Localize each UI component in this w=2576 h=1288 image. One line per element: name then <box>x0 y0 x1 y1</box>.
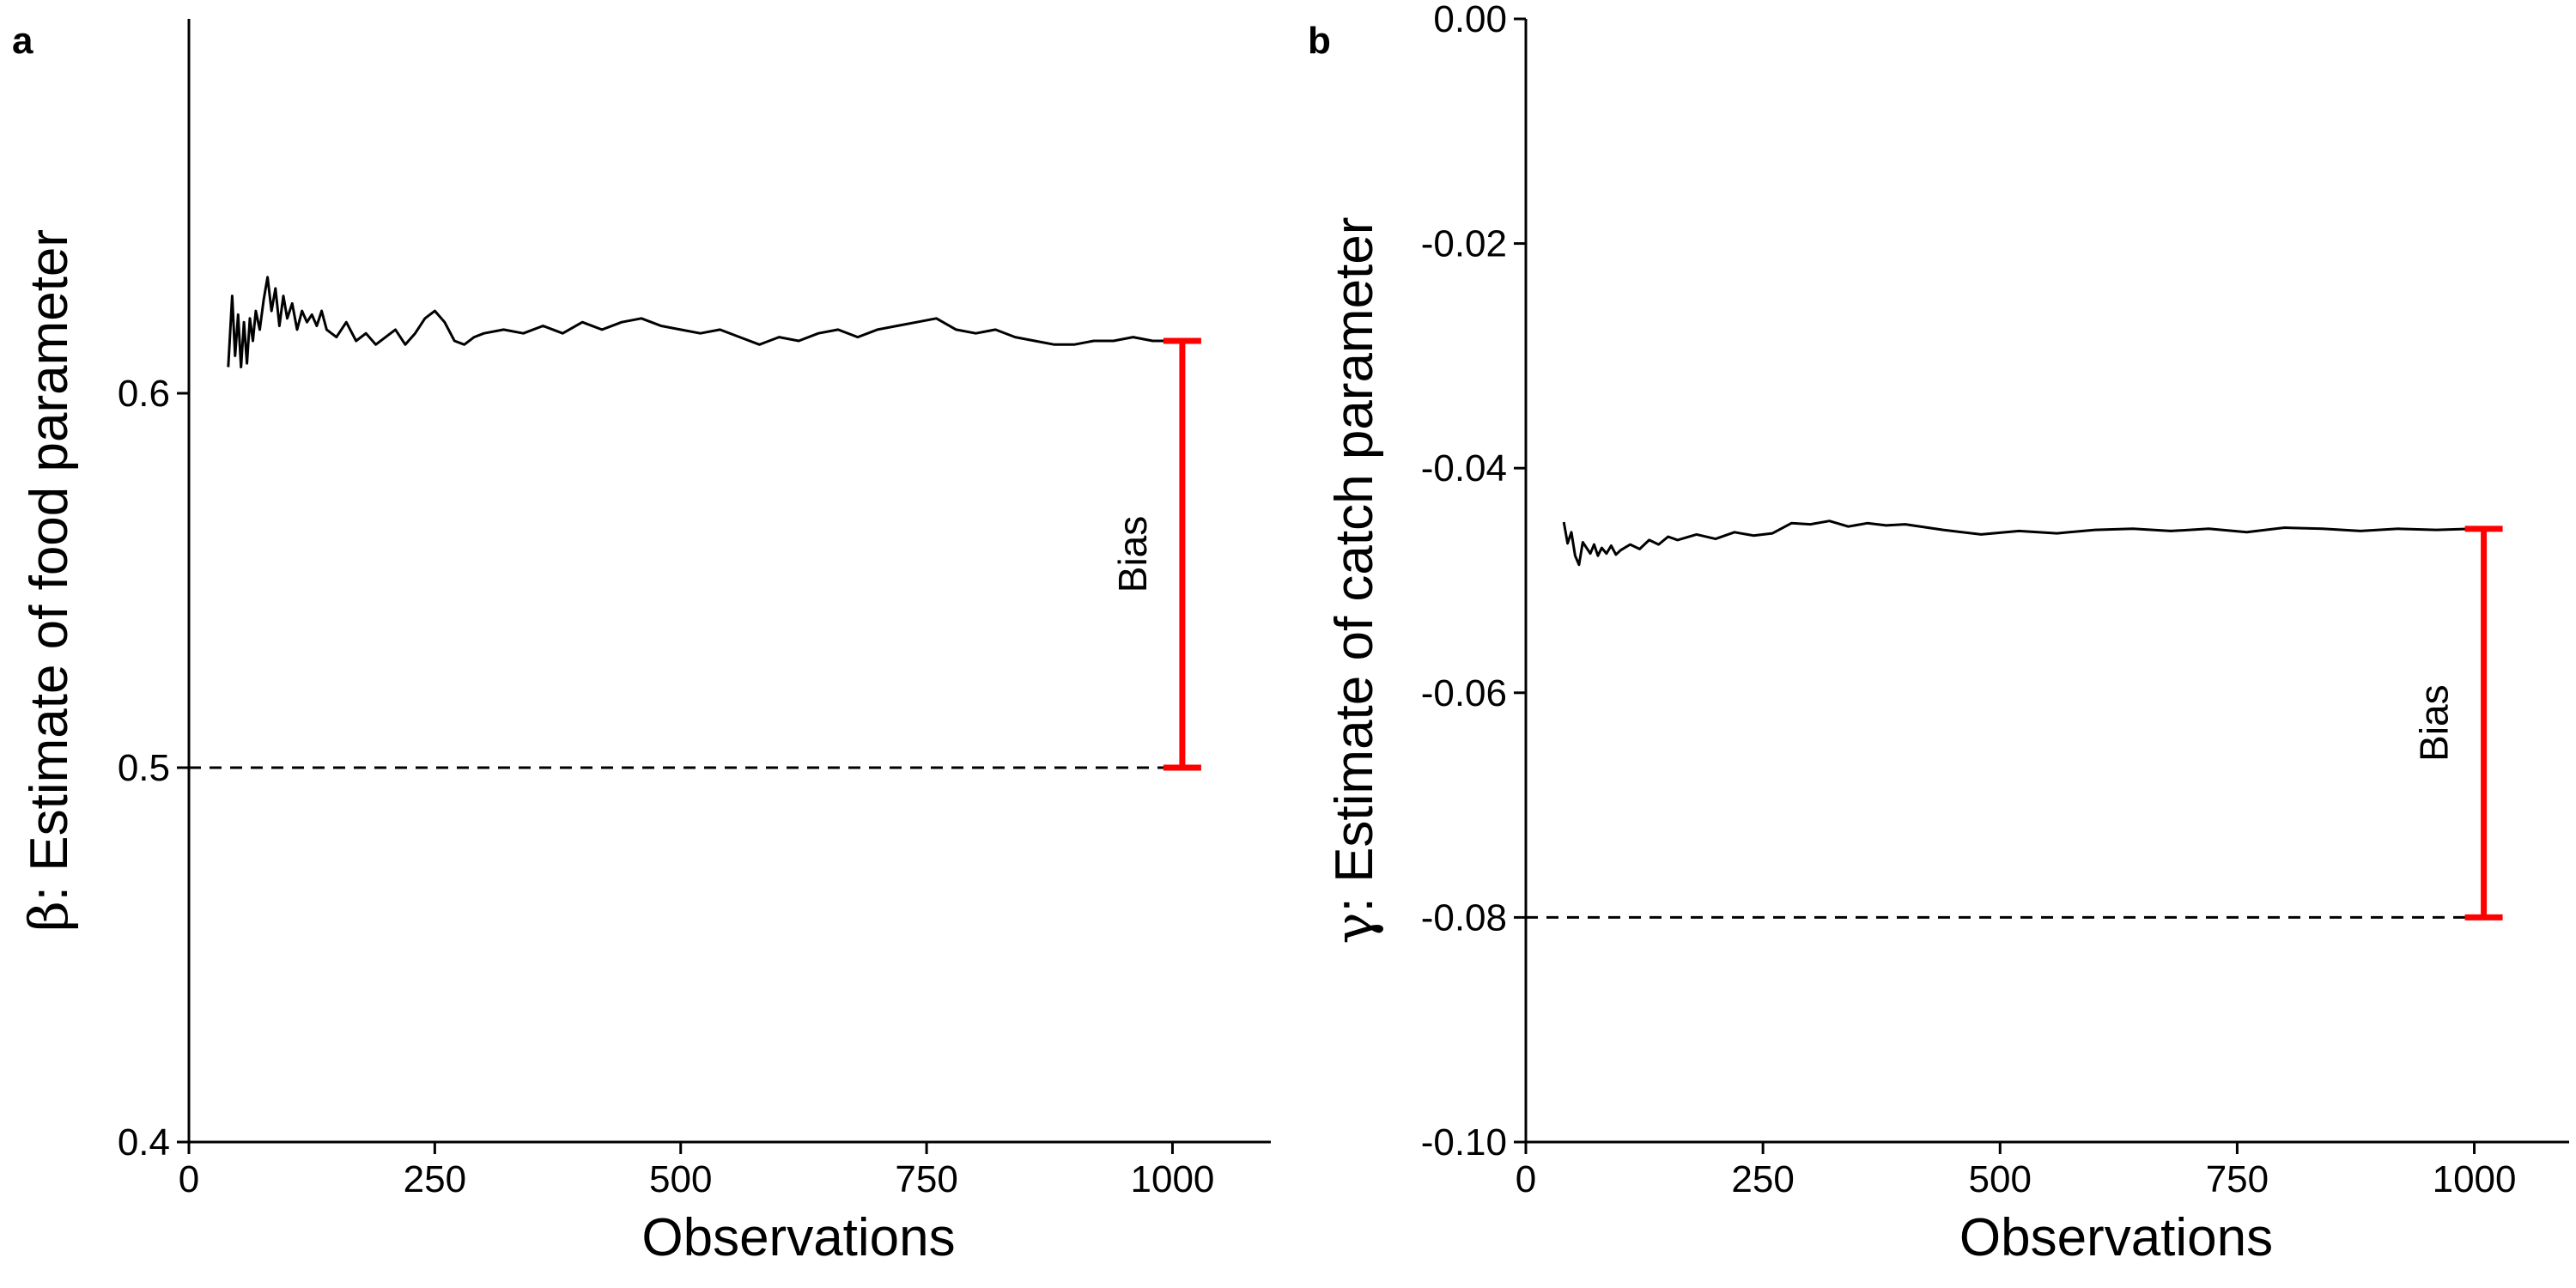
y-tick-label: 0.6 <box>118 373 170 415</box>
x-tick-label: 1000 <box>2433 1158 2517 1200</box>
x-tick-label: 250 <box>1731 1158 1794 1200</box>
series-line <box>227 276 1173 368</box>
series-line <box>1562 519 2475 567</box>
panel-label: b <box>1308 20 1331 62</box>
y-tick-label: -0.10 <box>1421 1121 1507 1163</box>
x-tick-label: 1000 <box>1131 1158 1215 1200</box>
y-axis-title: γ: Estimate of catch parameter <box>1322 217 1385 945</box>
y-tick-label: 0.00 <box>1433 0 1507 40</box>
x-tick-label: 0 <box>179 1158 199 1200</box>
x-tick-label: 500 <box>649 1158 712 1200</box>
panel-a: a 0.4 0.5 0.6 0 250 500 750 1000 Observations β: E… <box>12 19 1271 1267</box>
bias-label: Bias <box>2412 684 2457 761</box>
x-axis-title: Observations <box>1959 1208 2273 1267</box>
x-tick-label: 0 <box>1516 1158 1536 1200</box>
y-axis-text: : Estimate of catch parameter <box>1325 217 1384 913</box>
y-tick-label: -0.06 <box>1421 672 1507 714</box>
y-axis-text: : Estimate of food parameter <box>20 229 79 901</box>
x-tick-label: 750 <box>895 1158 957 1200</box>
panel-b: b -0.10 -0.08 -0.06 -0.04 -0.02 0.00 0 250 500 750… <box>1308 0 2569 1267</box>
x-axis-title: Observations <box>641 1208 955 1267</box>
bias-label: Bias <box>1110 516 1155 592</box>
y-axis-symbol: β <box>17 901 80 932</box>
y-tick-label: -0.04 <box>1421 447 1507 489</box>
y-tick-label: -0.08 <box>1421 896 1507 939</box>
y-axis-symbol: γ <box>1322 912 1385 944</box>
x-tick-label: 250 <box>404 1158 466 1200</box>
x-tick-label: 500 <box>1969 1158 2032 1200</box>
panel-label: a <box>12 20 33 62</box>
y-tick-label: 0.5 <box>118 747 170 789</box>
y-tick-label: -0.02 <box>1421 223 1507 265</box>
y-axis-title: β: Estimate of food parameter <box>17 229 80 932</box>
x-tick-label: 750 <box>2206 1158 2269 1200</box>
y-tick-label: 0.4 <box>118 1121 170 1163</box>
